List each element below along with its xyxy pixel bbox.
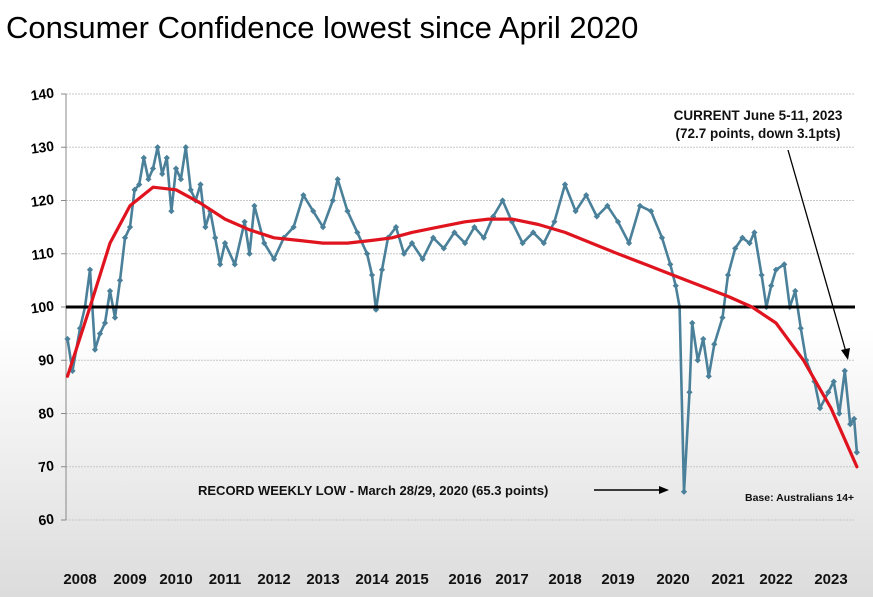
data-point [106,287,114,295]
data-point [172,165,180,172]
x-tick-label: 2023 [814,571,847,588]
data-point [140,154,147,162]
data-point [159,170,166,177]
data-point [667,261,674,268]
data-point [700,335,707,343]
data-point [86,266,94,273]
data-point [853,449,860,456]
data-point [408,239,416,247]
data-point [705,373,712,380]
x-tick-label: 2017 [495,571,528,588]
chart-title: Consumer Confidence lowest since April 2… [6,10,639,45]
x-tick-label: 2014 [355,571,389,588]
data-point [149,165,157,172]
data-point [168,208,175,215]
x-tick-label: 2009 [113,571,146,588]
annotation-current-line1: CURRENT June 5-11, 2023 [674,108,843,123]
x-tick-label: 2021 [711,571,744,588]
data-point [64,335,71,343]
x-tick-label: 2012 [257,571,290,588]
data-point [847,421,854,428]
data-point [202,224,209,231]
data-point [136,181,143,188]
y-tick-label: 140 [30,84,56,103]
data-point [251,202,258,209]
data-point [241,218,248,225]
data-point [111,314,119,321]
y-tick-label: 70 [37,457,55,475]
record-low-arrow-head-icon [659,486,669,494]
x-axis-ticks: 2008 2009 2010 2011 2012 2013 2014 2015 2016 2017… [63,571,847,588]
data-point [419,255,426,263]
data-point [116,277,124,284]
current-arrow-head-icon [841,348,850,360]
y-tick-label: 110 [30,244,55,263]
data-point [182,144,189,151]
trend-layer [65,185,859,469]
data-point [680,488,688,495]
current-arrow [787,149,847,353]
data-point [689,319,696,327]
annotation-record-low: RECORD WEEKLY LOW - March 28/29, 2020 (6… [198,483,548,498]
x-tick-label: 2016 [448,571,481,588]
data-point [378,266,386,273]
data-point [145,176,152,183]
data-point [768,282,775,289]
annotation-base: Base: Australians 14+ [745,492,854,504]
x-tick-label: 2019 [601,571,634,588]
y-tick-label: 90 [37,351,55,369]
y-axis-ticks: 60 70 80 90 100 110 120 130 140 [30,84,66,528]
data-point [91,346,99,353]
data-point [461,239,469,247]
data-point [197,181,204,188]
x-tick-label: 2020 [656,571,689,588]
data-point [724,271,732,279]
data-point [797,325,804,332]
data-point [131,186,138,193]
data-point [177,176,185,183]
data-point [792,287,799,295]
y-tick-label: 120 [30,191,56,210]
data-point [368,271,376,279]
data-point [216,261,224,268]
data-point [694,357,701,364]
data-point [334,176,341,183]
data-point [719,314,726,321]
x-tick-label: 2015 [395,571,428,588]
data-point [154,144,161,151]
series [64,144,860,495]
x-tick-label: 2018 [548,571,581,588]
data-point [672,282,679,289]
data-point [261,239,268,247]
weekly-series-line [66,146,859,494]
data-point [816,405,824,412]
data-point [121,234,129,241]
data-point [246,250,253,257]
data-point [212,234,219,241]
data-point [163,154,170,162]
data-point [758,271,765,279]
data-point [711,341,718,348]
y-tick-label: 100 [30,297,56,316]
x-tick-label: 2010 [159,571,192,588]
data-point [836,410,843,417]
x-tick-label: 2011 [209,571,242,588]
data-point [841,367,848,375]
y-tick-label: 60 [37,510,55,528]
x-tick-label: 2022 [759,571,792,588]
data-point [781,261,788,268]
y-tick-label: 130 [30,138,56,157]
data-point [270,255,278,263]
trend-line [65,185,859,469]
data-point [830,378,837,385]
annotation-current-line2: (72.7 points, down 3.1pts) [675,126,840,141]
y-tick-label: 80 [37,404,55,422]
data-point [126,224,134,231]
data-point [686,389,693,396]
x-tick-label: 2008 [63,571,96,588]
x-tick-label: 2013 [306,571,339,588]
